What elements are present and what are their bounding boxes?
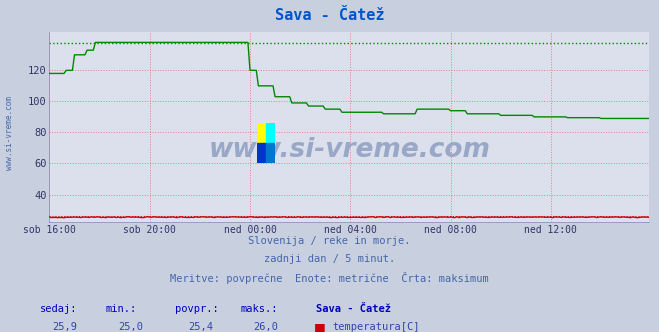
Text: Sava - Čatež: Sava - Čatež bbox=[316, 304, 391, 314]
Bar bbox=[266, 123, 275, 143]
Text: www.si-vreme.com: www.si-vreme.com bbox=[5, 96, 14, 170]
Text: zadnji dan / 5 minut.: zadnji dan / 5 minut. bbox=[264, 254, 395, 264]
Text: Slovenija / reke in morje.: Slovenija / reke in morje. bbox=[248, 236, 411, 246]
Text: temperatura[C]: temperatura[C] bbox=[333, 322, 420, 332]
Text: 26,0: 26,0 bbox=[254, 322, 279, 332]
Text: min.:: min.: bbox=[105, 304, 136, 314]
Text: sedaj:: sedaj: bbox=[40, 304, 77, 314]
Text: Sava - Čatež: Sava - Čatež bbox=[275, 8, 384, 23]
Text: www.si-vreme.com: www.si-vreme.com bbox=[208, 137, 490, 163]
Text: 25,0: 25,0 bbox=[119, 322, 144, 332]
Text: Meritve: povprečne  Enote: metrične  Črta: maksimum: Meritve: povprečne Enote: metrične Črta:… bbox=[170, 272, 489, 284]
Text: 25,9: 25,9 bbox=[53, 322, 78, 332]
Bar bbox=[257, 143, 266, 163]
Text: 25,4: 25,4 bbox=[188, 322, 213, 332]
Text: maks.:: maks.: bbox=[241, 304, 278, 314]
Text: povpr.:: povpr.: bbox=[175, 304, 218, 314]
Text: ■: ■ bbox=[314, 321, 326, 332]
Bar bbox=[266, 143, 275, 163]
Bar bbox=[257, 123, 266, 143]
